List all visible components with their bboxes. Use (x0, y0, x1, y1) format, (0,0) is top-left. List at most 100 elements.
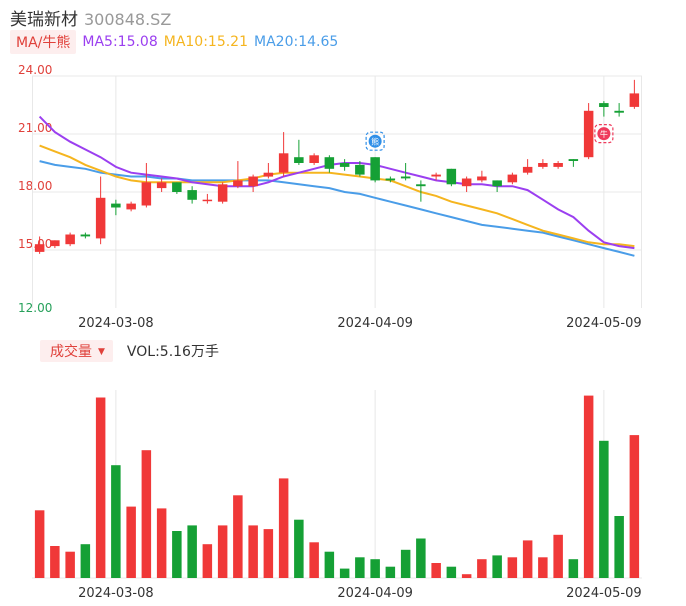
candle-body (614, 110, 624, 113)
candle-body (431, 174, 441, 177)
volume-bar (80, 544, 91, 578)
price-x-tick-label: 2024-05-09 (566, 316, 642, 331)
candle-body (522, 166, 533, 173)
candle-body (263, 172, 274, 177)
candle-body (187, 190, 197, 200)
candle-body (217, 184, 228, 202)
volume-bar (583, 395, 594, 578)
volume-bar (126, 506, 136, 578)
volume-indicator-selector[interactable]: 成交量 ▼ (40, 340, 113, 362)
bull-marker: 牛 (594, 123, 614, 144)
candle-body (65, 234, 75, 245)
price-tick-label: 18.00 (18, 179, 52, 193)
volume-bar (172, 531, 182, 578)
volume-bar (568, 559, 579, 578)
candle-body (294, 157, 304, 163)
caret-down-icon: ▼ (98, 347, 105, 357)
volume-bar (294, 519, 304, 578)
stock-title: 美瑞新材 300848.SZ (10, 5, 171, 30)
volume-bar (629, 435, 640, 578)
ma20-line (39, 160, 635, 257)
candle-body (141, 182, 152, 206)
volume-bar (614, 516, 624, 578)
volume-x-tick-label: 2024-04-09 (337, 586, 413, 601)
volume-bar (65, 551, 75, 578)
volume-bar (202, 544, 213, 578)
volume-bar (278, 478, 289, 578)
marker-label: 熊 (371, 137, 379, 147)
candle-body (50, 240, 60, 247)
volume-bar (95, 397, 106, 578)
volume-bar (431, 563, 441, 578)
candle-body (202, 199, 213, 202)
volume-bar (217, 525, 228, 578)
volume-bar (522, 540, 533, 578)
volume-bar (50, 546, 60, 578)
candle-body (477, 176, 487, 181)
candle-body (538, 163, 548, 167)
volume-bar (187, 525, 197, 578)
volume-selector-label: 成交量 (50, 344, 92, 360)
volume-bar (34, 510, 45, 578)
volume-bar (553, 534, 563, 578)
volume-bar (263, 529, 274, 578)
candle-body (355, 164, 365, 175)
volume-bar (309, 542, 319, 578)
marker-label: 牛 (600, 129, 608, 139)
volume-bar (599, 440, 609, 578)
marker-frame (594, 123, 614, 144)
ma10-line (39, 144, 635, 248)
volume-bar (355, 557, 365, 578)
candle-body (278, 153, 289, 173)
candle-body (553, 163, 563, 167)
volume-x-tick-label: 2024-03-08 (78, 586, 154, 601)
volume-x-tick-label: 2024-05-09 (566, 586, 642, 601)
candle-body (416, 184, 426, 187)
marker-dot (597, 127, 611, 141)
volume-bar (324, 551, 335, 578)
marker-frame (365, 131, 385, 151)
candle-body (629, 93, 640, 107)
candle-body (172, 182, 182, 192)
candle-body (583, 110, 594, 158)
candle-body (370, 157, 380, 181)
candle-body (34, 244, 45, 252)
candle-body (492, 180, 502, 187)
candle-body (156, 182, 167, 189)
candle-body (126, 203, 136, 210)
candle-body (233, 180, 243, 187)
volume-legend: 成交量 ▼ VOL:5.16万手 (40, 340, 219, 362)
candle-body (400, 176, 411, 179)
candle-body (95, 197, 106, 239)
bear-marker: 熊 (365, 131, 385, 151)
candle-body (461, 178, 472, 187)
volume-bar (233, 495, 243, 578)
ma10-label: MA10:15.21 (163, 34, 249, 50)
price-x-tick-label: 2024-04-09 (337, 316, 413, 331)
candle-body (111, 203, 121, 208)
price-tick-label: 21.00 (18, 121, 52, 135)
ma-legend: MA/牛熊 MA5:15.08 MA10:15.21 MA20:14.65 (10, 30, 338, 54)
ma5-label: MA5:15.08 (82, 34, 158, 50)
price-x-tick-label: 2024-03-08 (78, 316, 154, 331)
volume-bar (156, 508, 167, 578)
candle-body (80, 234, 91, 237)
volume-bar (416, 538, 426, 578)
candle-body (248, 176, 258, 187)
volume-bar (538, 557, 548, 578)
volume-bar (400, 549, 411, 578)
candle-body (599, 103, 609, 107)
volume-value-label: VOL:5.16万手 (126, 344, 219, 360)
candle-body (339, 163, 350, 167)
volume-bar (446, 566, 457, 578)
marker-dot (368, 134, 382, 148)
stock-code: 300848.SZ (84, 10, 172, 29)
volume-bar (339, 568, 350, 578)
volume-bar (248, 525, 258, 578)
volume-bar (477, 559, 487, 578)
ma-indicator-selector[interactable]: MA/牛熊 (10, 30, 77, 54)
candle-body (507, 174, 518, 183)
volume-bar (370, 559, 380, 578)
volume-bar (507, 557, 518, 578)
